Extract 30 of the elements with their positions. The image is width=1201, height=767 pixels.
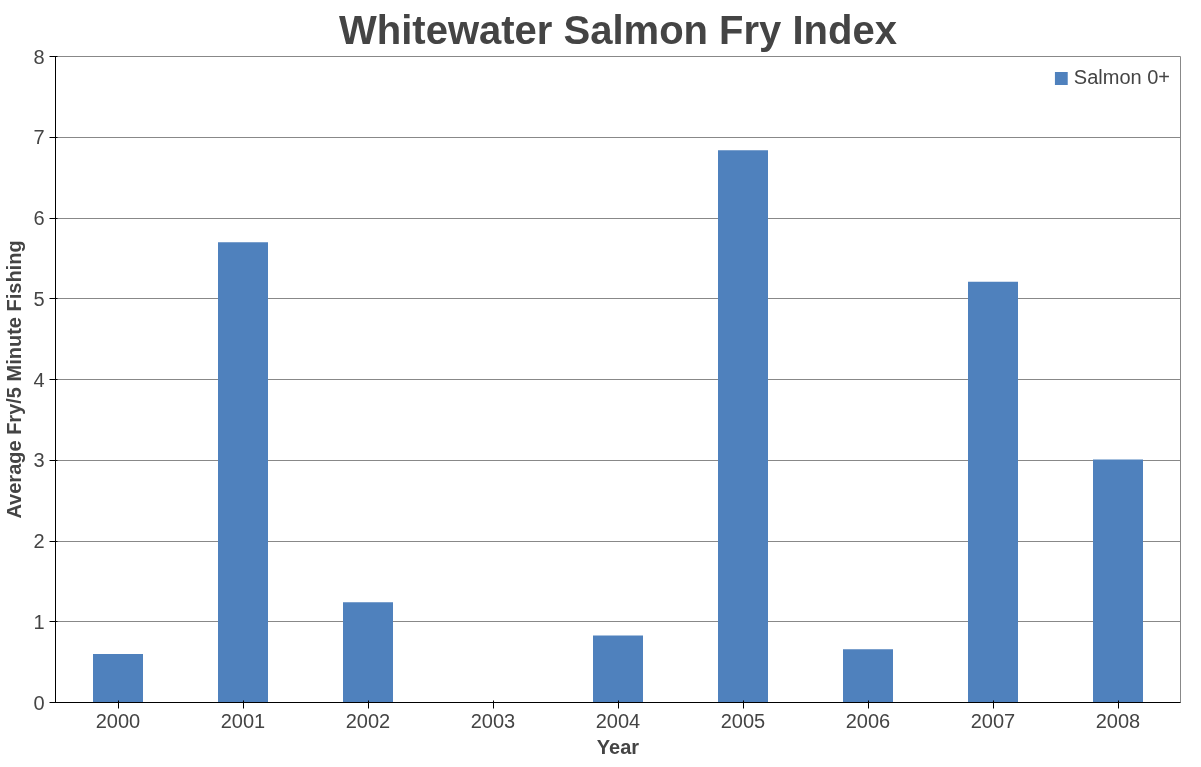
bar	[593, 635, 643, 703]
y-tick-label: 8	[33, 45, 45, 68]
x-tick-label: 2007	[970, 709, 1016, 732]
chart-title: Whitewater Salmon Fry Index	[339, 7, 897, 52]
y-tick-label: 4	[33, 368, 45, 391]
bar	[1093, 459, 1143, 703]
y-tick-label: 2	[33, 530, 45, 552]
x-tick-label: 2006	[845, 709, 891, 732]
bar	[718, 150, 768, 703]
x-tick-label: 2004	[595, 709, 641, 732]
bar	[343, 602, 393, 703]
y-tick-label: 5	[33, 287, 45, 310]
x-tick-label: 2000	[95, 709, 141, 732]
bar	[93, 654, 143, 703]
y-tick-label: 1	[33, 610, 45, 633]
x-tick-label: 2001	[220, 709, 266, 732]
x-tick-label: 2008	[1095, 709, 1141, 732]
x-tick-label: 2005	[720, 709, 766, 732]
y-tick-label: 0	[33, 691, 45, 714]
bar	[218, 242, 268, 703]
legend-label: Salmon 0+	[1073, 66, 1170, 89]
bar	[843, 649, 893, 703]
y-axis-title: Average Fry/5 Minute Fishing	[3, 240, 26, 519]
bar	[968, 281, 1018, 703]
y-tick-label: 3	[33, 449, 45, 472]
y-tick-label: 7	[33, 126, 45, 149]
y-tick-label: 6	[33, 207, 45, 229]
x-tick-label: 2003	[470, 709, 516, 732]
x-tick-label: 2002	[345, 709, 391, 732]
x-axis-title: Year	[596, 735, 640, 758]
